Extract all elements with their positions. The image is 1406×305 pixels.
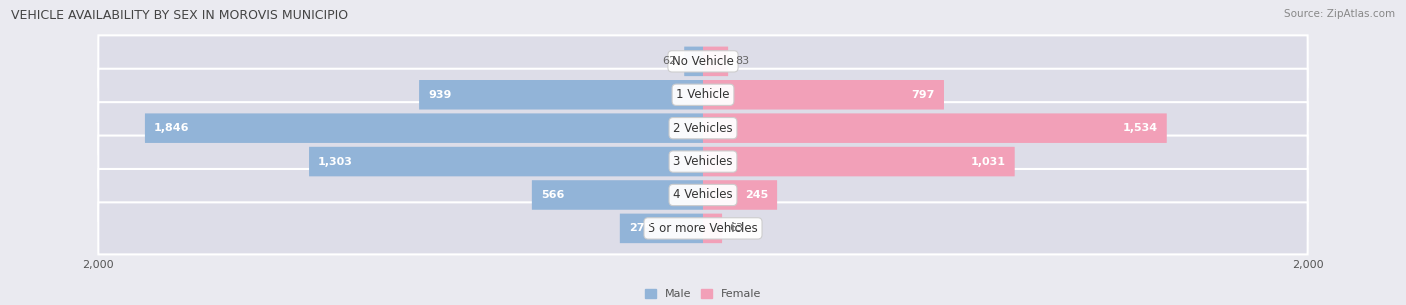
Legend: Male, Female: Male, Female [641,284,765,303]
FancyBboxPatch shape [98,69,1308,121]
Text: 83: 83 [735,56,749,66]
FancyBboxPatch shape [620,214,703,243]
FancyBboxPatch shape [531,180,703,210]
FancyBboxPatch shape [685,47,703,76]
Text: 939: 939 [429,90,451,100]
FancyBboxPatch shape [98,169,1308,221]
Text: 1,846: 1,846 [155,123,190,133]
Text: 63: 63 [730,223,744,233]
Text: 1,031: 1,031 [970,156,1005,167]
Text: 2 Vehicles: 2 Vehicles [673,122,733,135]
FancyBboxPatch shape [703,47,728,76]
FancyBboxPatch shape [98,135,1308,188]
Text: Source: ZipAtlas.com: Source: ZipAtlas.com [1284,9,1395,19]
FancyBboxPatch shape [419,80,703,109]
FancyBboxPatch shape [98,202,1308,254]
Text: 797: 797 [911,90,935,100]
Text: VEHICLE AVAILABILITY BY SEX IN MOROVIS MUNICIPIO: VEHICLE AVAILABILITY BY SEX IN MOROVIS M… [11,9,349,22]
Text: 245: 245 [745,190,768,200]
Text: 4 Vehicles: 4 Vehicles [673,188,733,202]
FancyBboxPatch shape [703,113,1167,143]
FancyBboxPatch shape [98,35,1308,88]
Text: 275: 275 [628,223,652,233]
Text: 5 or more Vehicles: 5 or more Vehicles [648,222,758,235]
FancyBboxPatch shape [703,214,723,243]
FancyBboxPatch shape [309,147,703,176]
Text: 1,534: 1,534 [1122,123,1157,133]
Text: 566: 566 [541,190,564,200]
FancyBboxPatch shape [703,180,778,210]
Text: No Vehicle: No Vehicle [672,55,734,68]
FancyBboxPatch shape [703,147,1015,176]
Text: 62: 62 [662,56,676,66]
Text: 1 Vehicle: 1 Vehicle [676,88,730,101]
Text: 1,303: 1,303 [318,156,353,167]
FancyBboxPatch shape [98,102,1308,154]
FancyBboxPatch shape [145,113,703,143]
Text: 3 Vehicles: 3 Vehicles [673,155,733,168]
FancyBboxPatch shape [703,80,943,109]
